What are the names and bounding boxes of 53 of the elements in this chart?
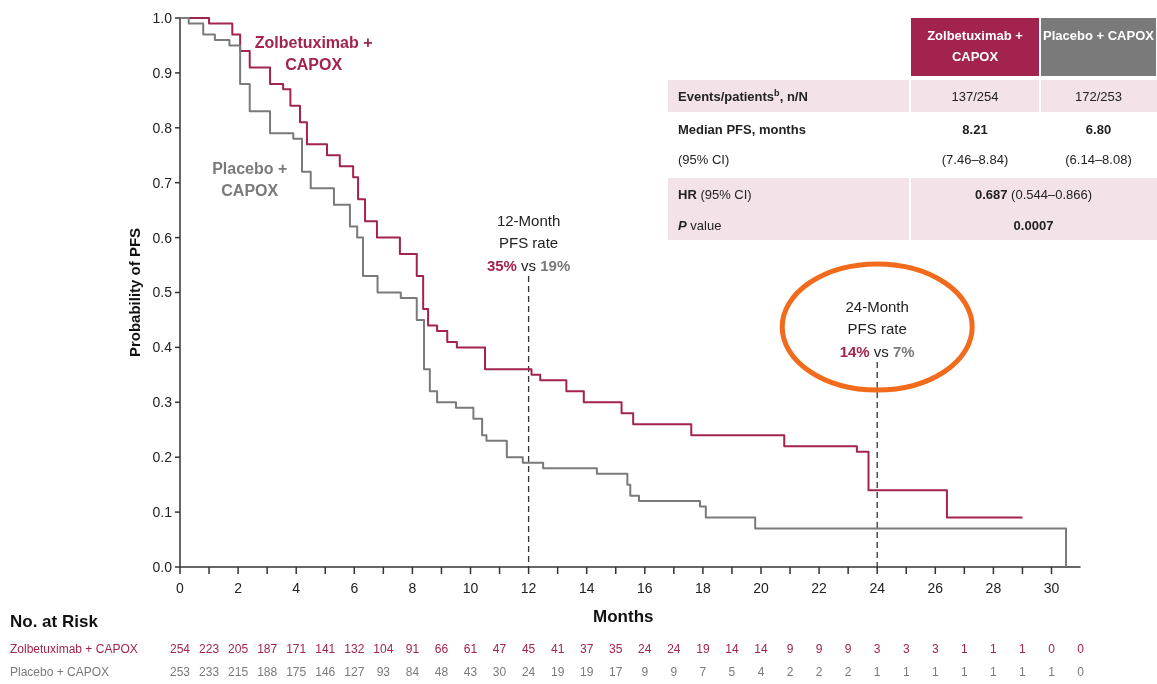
y-tick-label: 0.4 bbox=[152, 339, 173, 356]
annotation: HR (95% CI) bbox=[678, 187, 752, 202]
x-tick-label: 26 bbox=[927, 580, 944, 596]
y-tick-label: 0.6 bbox=[152, 229, 173, 246]
x-tick-label: 2 bbox=[234, 580, 243, 596]
x-tick-label: 10 bbox=[462, 580, 479, 596]
annotation: 0.687 (0.544–0.866) bbox=[974, 187, 1093, 202]
text: Zolbetuximab + CAPOX bbox=[10, 642, 138, 656]
x-tick-label: 18 bbox=[695, 580, 711, 596]
text: Zolbetuximab + CAPOX bbox=[927, 28, 1023, 64]
x-tick-label: 14 bbox=[578, 580, 595, 596]
x-axis-title: Months bbox=[593, 607, 654, 626]
y-tick-label: 0.0 bbox=[152, 558, 173, 575]
annotation: Median PFS, months bbox=[678, 121, 806, 137]
y-tick-label: 0.3 bbox=[152, 394, 173, 411]
y-axis-title: Probability of PFS bbox=[126, 227, 143, 358]
annotation: (95% CI) bbox=[678, 151, 730, 167]
annotation: 172/253 bbox=[1075, 89, 1122, 104]
annotation: 137/254 bbox=[951, 89, 999, 104]
text: 253 233 215 188 175 146 127 93 84 48 43 30 24 19 19 17 9 9 7 5 4 2 2 2 1 1 1 1 1 1 1 0 bbox=[169, 665, 1084, 679]
x-tick-label: 8 bbox=[408, 580, 417, 596]
annotation: (7.46–8.84) bbox=[941, 151, 1009, 167]
x-tick-label: 16 bbox=[637, 580, 653, 596]
annotation: 35% vs 19% bbox=[486, 257, 571, 274]
annotation: (6.14–8.08) bbox=[1065, 151, 1132, 167]
text: Placebo + CAPOX bbox=[10, 665, 110, 679]
annotation: 0.0007 bbox=[1013, 218, 1054, 233]
y-tick-label: 0.7 bbox=[152, 174, 173, 191]
y-tick-label: 0.9 bbox=[152, 64, 173, 81]
annotation: 14% vs 7% bbox=[839, 343, 915, 360]
annotation: 8.21 bbox=[962, 121, 988, 137]
text: Placebo + CAPOX bbox=[1043, 28, 1154, 43]
x-tick-label: 6 bbox=[350, 580, 359, 596]
text: No. at Risk bbox=[10, 612, 99, 631]
x-tick-label: 24 bbox=[869, 580, 886, 596]
annotation: P value bbox=[678, 218, 722, 233]
x-tick-label: 28 bbox=[985, 580, 1002, 596]
x-tick-label: 4 bbox=[292, 580, 301, 596]
x-tick-label: 30 bbox=[1043, 580, 1060, 596]
x-tick-label: 12 bbox=[520, 580, 537, 596]
text: 6.80 bbox=[1085, 121, 1112, 137]
y-tick-label: 1.0 bbox=[152, 9, 173, 26]
x-tick-label: 22 bbox=[811, 580, 828, 596]
y-tick-label: 0.1 bbox=[152, 504, 173, 520]
y-tick-label: 0.5 bbox=[152, 284, 173, 301]
series-label: Zolbetuximab + CAPOX bbox=[254, 34, 373, 74]
annotation: Events/patients$^{b}$, n/N bbox=[678, 88, 808, 104]
y-tick-label: 0.2 bbox=[152, 449, 173, 466]
y-tick-label: 0.8 bbox=[152, 119, 173, 136]
x-tick-label: 20 bbox=[753, 580, 769, 596]
x-tick-label: 0 bbox=[176, 580, 185, 596]
text: 254 223 205 187 171 141 132 104 91 66 61 47 45 41 37 35 24 24 19 14 14 9 9 9 3 3 3 1 1 1 0 0 bbox=[169, 642, 1084, 656]
series-label: Placebo + CAPOX bbox=[212, 160, 288, 200]
